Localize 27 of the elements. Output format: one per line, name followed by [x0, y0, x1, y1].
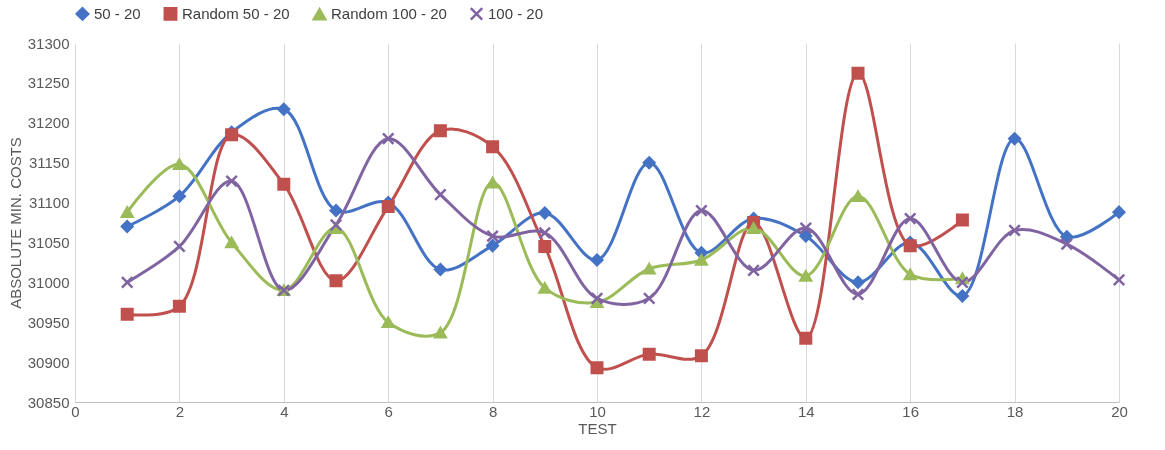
y-tick-label: 30900	[27, 353, 70, 371]
legend-label: 100 - 20	[488, 4, 544, 22]
x-tick-label: 4	[280, 402, 289, 420]
x-tick-label: 18	[1006, 402, 1024, 420]
y-tick-label: 31100	[28, 194, 70, 212]
y-tick-label: 31000	[27, 273, 70, 291]
x-tick-label: 0	[71, 402, 80, 420]
x-tick-label: 10	[589, 402, 606, 420]
x-tick-label: 12	[693, 402, 711, 420]
legend-label: Random 100 - 20	[331, 5, 447, 23]
y-tick-label: 31300	[27, 34, 70, 52]
y-tick-label: 31150	[28, 154, 70, 172]
x-tick-label: 14	[797, 402, 815, 420]
y-tick-label: 30850	[27, 393, 70, 411]
x-tick-label: 20	[1111, 402, 1128, 420]
x-axis-title: TEST	[578, 419, 617, 437]
x-tick-label: 2	[175, 402, 185, 420]
x-tick-label: 8	[488, 402, 498, 420]
y-tick-label: 30950	[27, 313, 70, 331]
y-axis-title: ABSOLUTE MIN. COSTS	[6, 137, 24, 309]
legend-label: Random 50 - 20	[182, 4, 290, 22]
y-tick-label: 31200	[27, 114, 70, 132]
x-tick-label: 6	[384, 402, 393, 420]
x-tick-label: 16	[902, 402, 920, 420]
legend-label: 50 - 20	[94, 4, 141, 22]
y-tick-label: 31250	[27, 74, 70, 92]
y-tick-label: 31050	[27, 233, 70, 251]
